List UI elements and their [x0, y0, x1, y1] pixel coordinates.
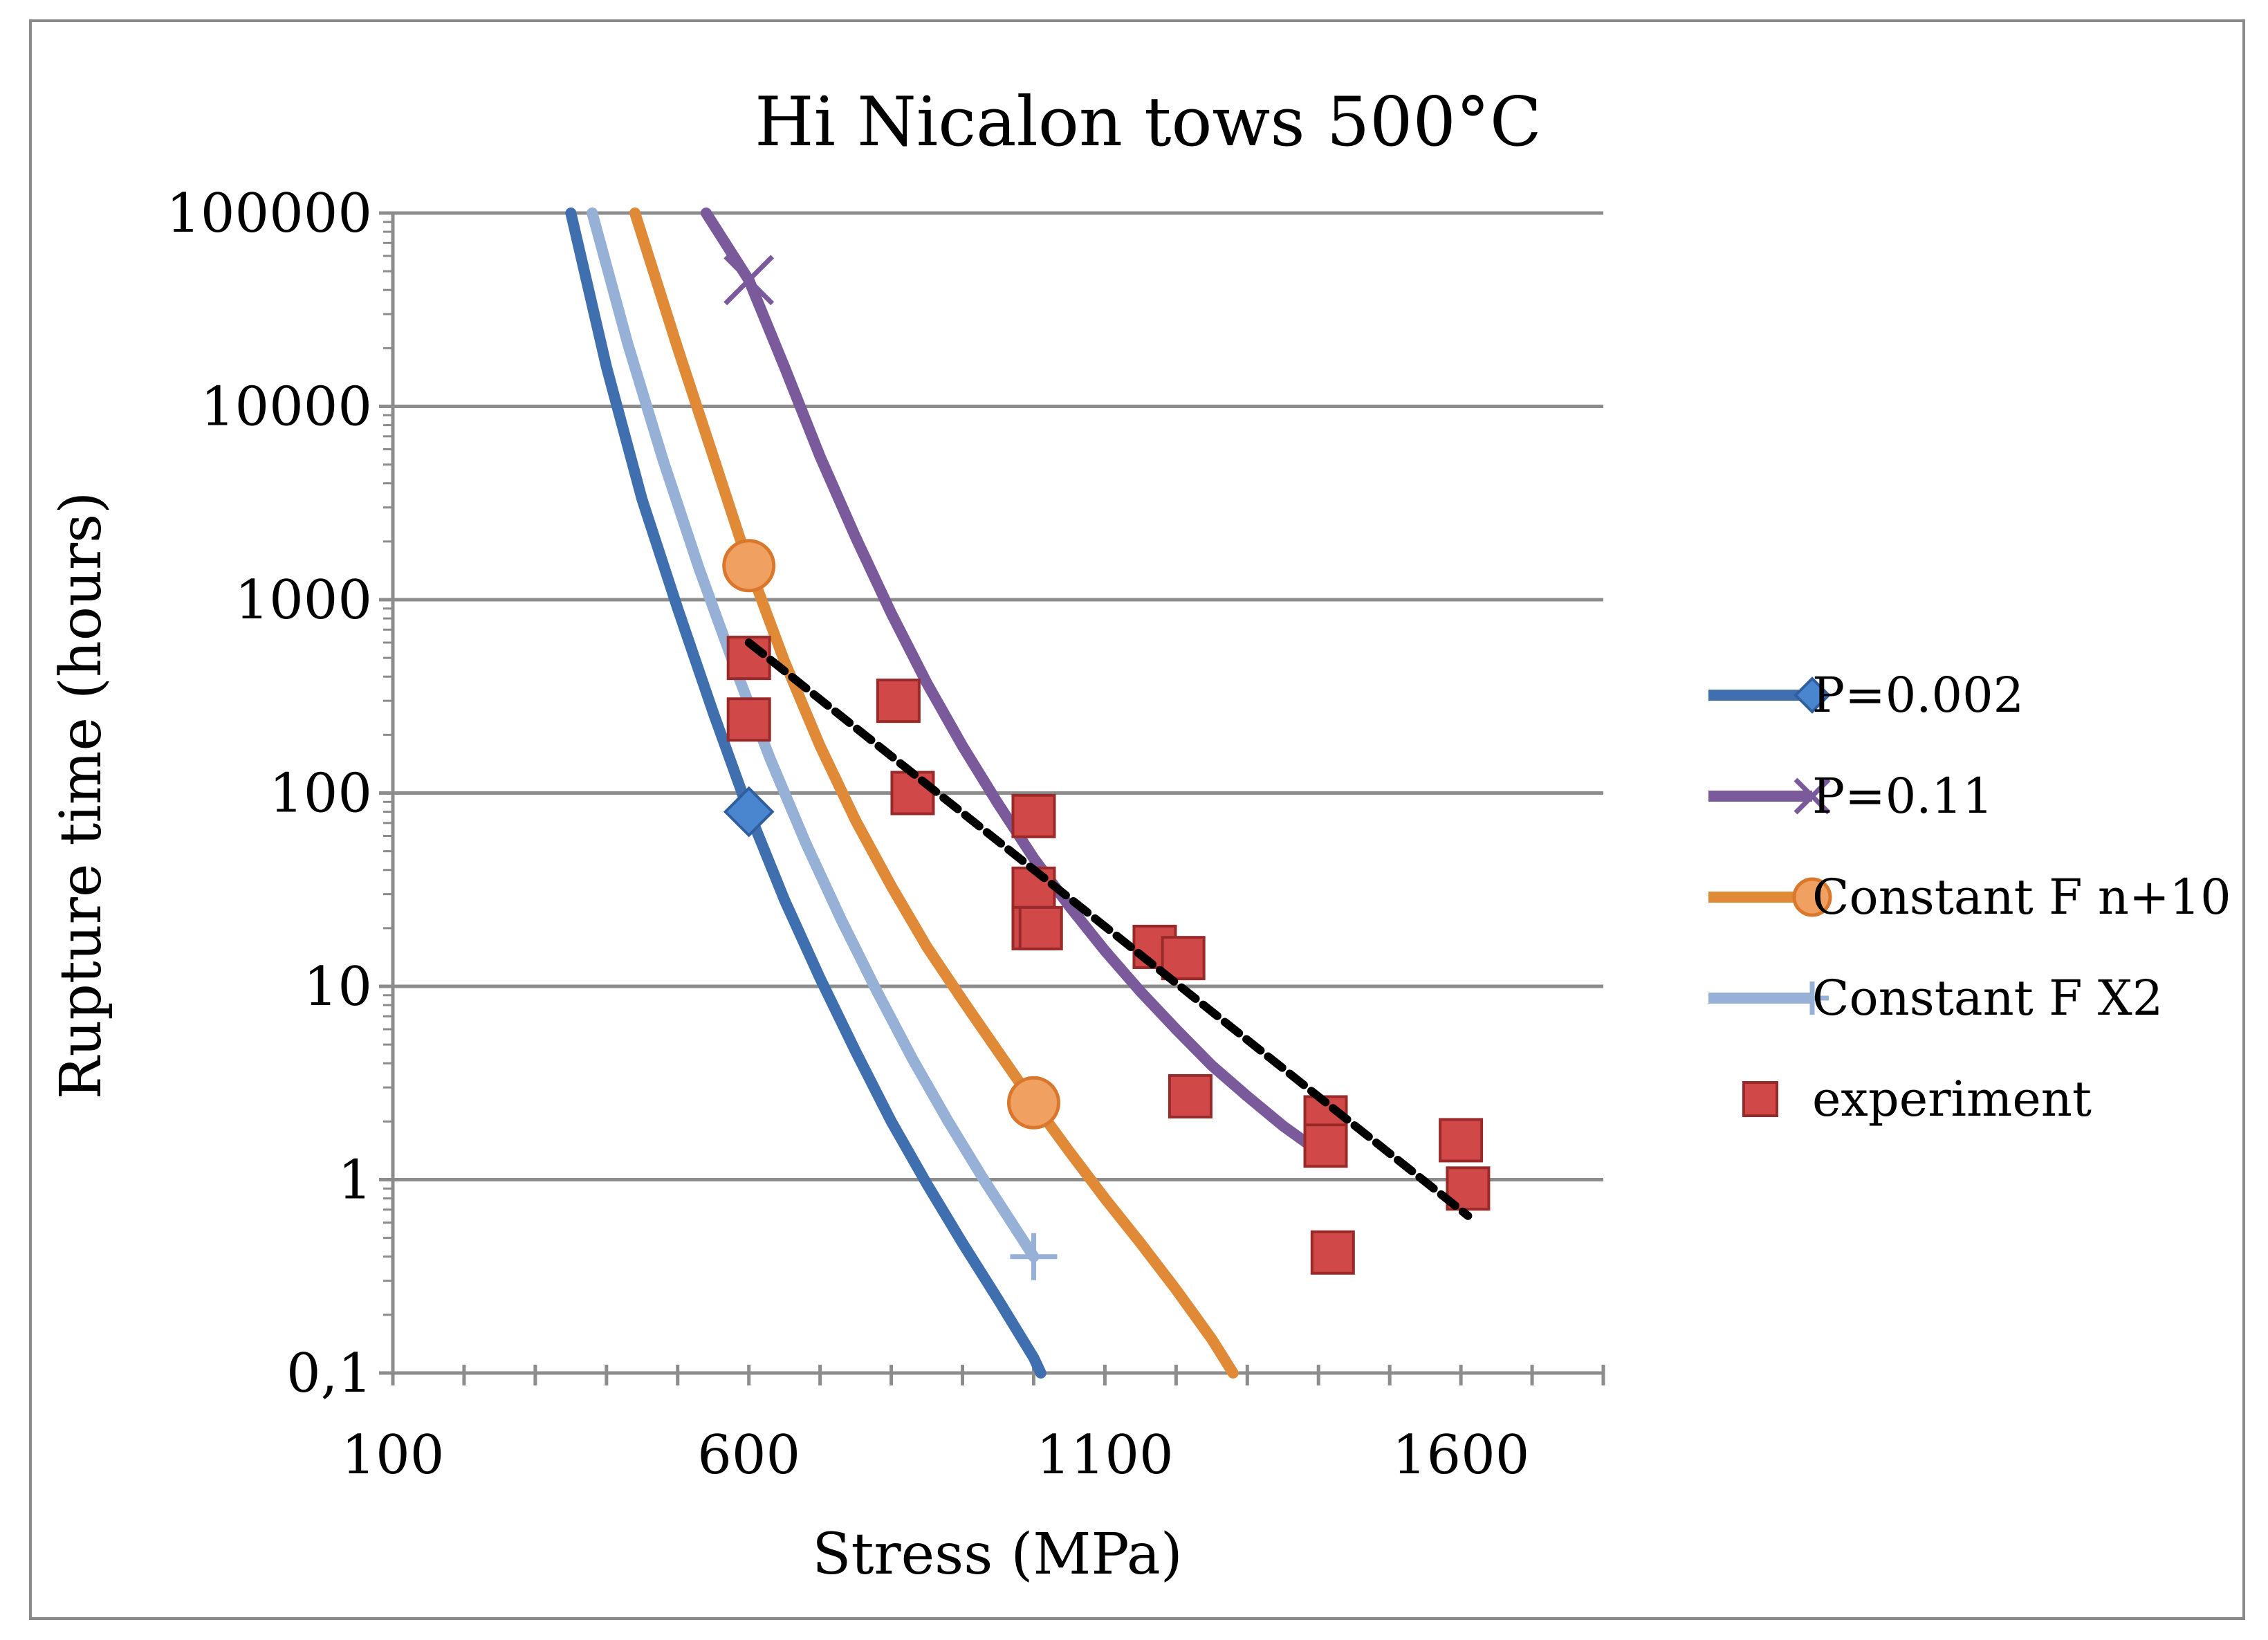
legend-label: P=0.002 [1812, 667, 2024, 724]
series-p-0-002 [565, 208, 1047, 1379]
legend-label: Constant F n+10 [1812, 869, 2231, 925]
y-tick-label: 10 [304, 956, 372, 1018]
series-marker [723, 786, 775, 838]
legend-marker [1796, 982, 1829, 1015]
y-tick-label: 1 [338, 1150, 372, 1212]
x-tick-label: 1600 [1392, 1424, 1530, 1486]
legend-marker [1792, 877, 1832, 917]
series-experiment [726, 636, 1491, 1275]
y-tick-label: 100 [269, 763, 372, 825]
y-tick-label: 1000 [234, 569, 372, 632]
series-marker [723, 255, 775, 306]
data-point [1018, 905, 1063, 950]
legend-marker [1794, 676, 1831, 714]
series-marker [1006, 1076, 1060, 1130]
x-tick-label: 600 [697, 1424, 800, 1486]
legend-item: Constant F X2 [1708, 970, 2163, 1026]
data-point [1161, 936, 1206, 981]
data-point [1168, 1074, 1213, 1118]
legend-item: P=0.002 [1708, 667, 2024, 724]
y-tick-label: 10000 [201, 376, 372, 439]
legend: P=0.002 P=0.11 Constant F n+10 Constant F X… [1708, 667, 2231, 1127]
chart-frame [29, 19, 2245, 1620]
data-point [1011, 793, 1056, 838]
legend-marker [1794, 777, 1831, 815]
series-marker-stroke [723, 255, 775, 306]
chart-title: Hi Nicalon tows 500°C [755, 83, 1542, 162]
data-point [1310, 1230, 1355, 1275]
trendline-group [744, 638, 1473, 1220]
legend-item: experiment [1742, 1071, 2092, 1127]
data-point [1303, 1123, 1348, 1168]
legend-label: Constant F X2 [1812, 970, 2163, 1026]
legend-marker-stroke [1794, 777, 1831, 815]
series-constant-f-n-10 [629, 208, 1239, 1379]
axes: 0,1 1 10 100 1000 10000 100000 100 600 1100 1600 [166, 183, 1605, 1486]
x-tick-label: 1100 [1036, 1424, 1174, 1486]
series-marker [722, 539, 776, 593]
series-line [587, 208, 1040, 1262]
legend-label: P=0.11 [1812, 768, 1993, 824]
legend-label: experiment [1812, 1071, 2092, 1127]
legend-marker [1742, 1081, 1778, 1117]
legend-item: Constant F n+10 [1708, 869, 2231, 925]
series-group [565, 208, 1491, 1379]
y-tick-label: 0,1 [286, 1343, 372, 1405]
series-line [700, 208, 1338, 1163]
y-tick-label: 100000 [166, 183, 372, 245]
x-tick-label: 100 [342, 1424, 445, 1486]
series-marker [1010, 1233, 1058, 1280]
x-axis-title: Stress (MPa) [812, 1522, 1182, 1587]
data-point [890, 771, 935, 816]
data-point [876, 679, 921, 724]
data-point [1439, 1118, 1484, 1163]
data-point [726, 697, 771, 742]
series-constant-f-x2 [587, 208, 1058, 1280]
series-line [565, 208, 1047, 1379]
y-axis-title: Rupture time (hours) [48, 492, 114, 1099]
grid [393, 211, 1603, 1181]
legend-item: P=0.11 [1708, 768, 1993, 824]
trendline [744, 638, 1473, 1220]
series-p-0-11 [700, 208, 1338, 1163]
